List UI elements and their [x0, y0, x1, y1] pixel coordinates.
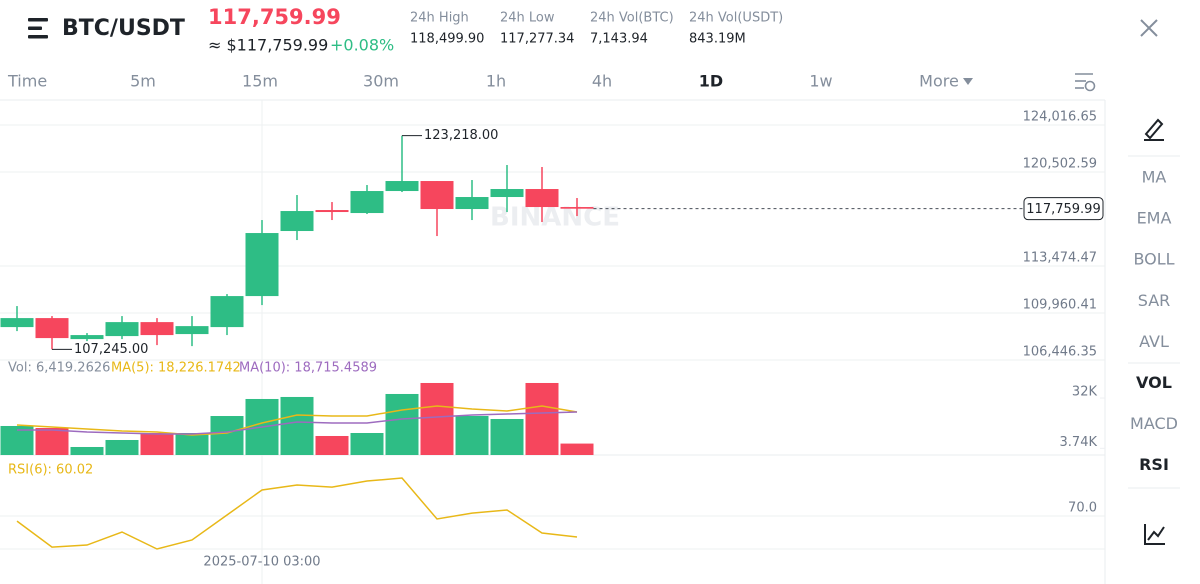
candle-body	[525, 189, 559, 208]
timeframe[interactable]: 5m	[130, 72, 156, 91]
volume-bar	[105, 439, 139, 455]
volume-bar	[350, 432, 384, 455]
stat-label: 24h Low	[500, 11, 555, 26]
candle-body	[350, 191, 384, 214]
candle-body	[140, 322, 174, 336]
close-button[interactable]	[1140, 19, 1158, 37]
stat-label: 24h Vol(BTC)	[590, 11, 674, 26]
stat-value: 843.19M	[689, 32, 746, 47]
volume-bar	[560, 443, 594, 455]
candle-body	[280, 211, 314, 232]
vol-tick-label: 32K	[1072, 385, 1098, 400]
vol-legend: MA(5): 18,226.1742	[111, 361, 241, 376]
rsi-tick-label: 70.0	[1068, 501, 1097, 516]
indicator[interactable]: RSI	[1139, 455, 1169, 474]
candle-body	[35, 318, 69, 339]
volume-bar	[455, 415, 489, 455]
volume-bar	[490, 418, 524, 455]
settings-icon[interactable]	[1075, 73, 1096, 92]
volume-bar	[0, 425, 34, 455]
pair: BTC/USDT	[62, 16, 185, 41]
indicator[interactable]: MACD	[1130, 414, 1178, 433]
y-tick-label: 124,016.65	[1023, 110, 1097, 125]
timeframe[interactable]: Time	[7, 72, 47, 91]
volume-bar	[420, 382, 454, 455]
indicator[interactable]: SAR	[1138, 291, 1171, 310]
indicator[interactable]: MA	[1142, 168, 1167, 187]
timeframe[interactable]: 1h	[486, 72, 506, 91]
vol-legend: MA(10): 18,715.4589	[239, 361, 377, 376]
chart-icon[interactable]	[1144, 524, 1165, 545]
logo	[28, 18, 48, 39]
timeframe[interactable]: 30m	[363, 72, 399, 91]
timeframe[interactable]: More	[919, 72, 959, 91]
draw-icon[interactable]	[1144, 118, 1164, 141]
stat-label: 24h Vol(USDT)	[689, 11, 783, 26]
timeframe[interactable]: 1w	[809, 72, 832, 91]
annotation: 107,245.00	[74, 342, 148, 357]
rsi-legend: RSI(6): 60.02	[8, 463, 93, 478]
volume-bar	[210, 416, 244, 455]
timeframe[interactable]: 15m	[242, 72, 278, 91]
candle-body	[385, 181, 419, 192]
y-tick-label: 109,960.41	[1023, 298, 1097, 313]
volume-bar	[70, 446, 104, 455]
indicator[interactable]: EMA	[1137, 209, 1172, 228]
candle-body	[420, 181, 454, 210]
vol-tick-label: 3.74K	[1060, 435, 1098, 450]
rsi-line	[16, 477, 578, 550]
timeframe[interactable]: 4h	[592, 72, 612, 91]
volume-bar	[385, 393, 419, 455]
y-tick-label: 120,502.59	[1023, 157, 1097, 172]
indicator[interactable]: VOL	[1136, 373, 1172, 392]
x-tick-label: 2025-07-10 03:00	[203, 555, 320, 570]
price-usd: ≈ $117,759.99	[208, 36, 328, 55]
watermark: BINANCE	[490, 203, 620, 233]
stat-value: 7,143.94	[590, 32, 648, 47]
ma-line	[16, 405, 578, 436]
candle-body	[455, 197, 489, 210]
last-price-box	[1023, 197, 1104, 221]
vol-legend: Vol: 6,419.2626	[8, 361, 110, 376]
y-tick-label: 106,446.35	[1023, 345, 1097, 360]
candle-body	[175, 326, 209, 335]
indicator[interactable]: BOLL	[1133, 250, 1174, 269]
volume-bar	[280, 396, 314, 455]
volume-bar	[175, 432, 209, 455]
volume-bar	[525, 382, 559, 455]
indicator[interactable]: AVL	[1139, 332, 1169, 351]
dropdown-arrow[interactable]	[963, 78, 973, 85]
annotation: 123,218.00	[424, 128, 498, 143]
candle-body	[0, 318, 34, 328]
y-tick-label: 113,474.47	[1023, 251, 1097, 266]
volume-bar	[315, 435, 349, 455]
change: +0.08%	[330, 36, 394, 55]
candle-body	[105, 322, 139, 337]
candle-body	[70, 335, 104, 340]
candle-body	[560, 207, 594, 209]
candle-body	[490, 189, 524, 198]
stat-value: 118,499.90	[410, 32, 484, 47]
timeframe[interactable]: 1D	[699, 72, 723, 91]
stat-label: 24h High	[410, 11, 469, 26]
volume-bar	[35, 427, 69, 455]
last-price-label: 117,759.99	[1026, 202, 1100, 217]
dividers	[0, 99, 1180, 584]
candle-body	[210, 296, 244, 328]
ma-line	[17, 411, 578, 435]
volume-bar	[140, 432, 174, 455]
candle-body	[315, 210, 349, 213]
stat-value: 117,277.34	[500, 32, 574, 47]
price: 117,759.99	[208, 5, 341, 29]
candle-body	[245, 233, 279, 297]
